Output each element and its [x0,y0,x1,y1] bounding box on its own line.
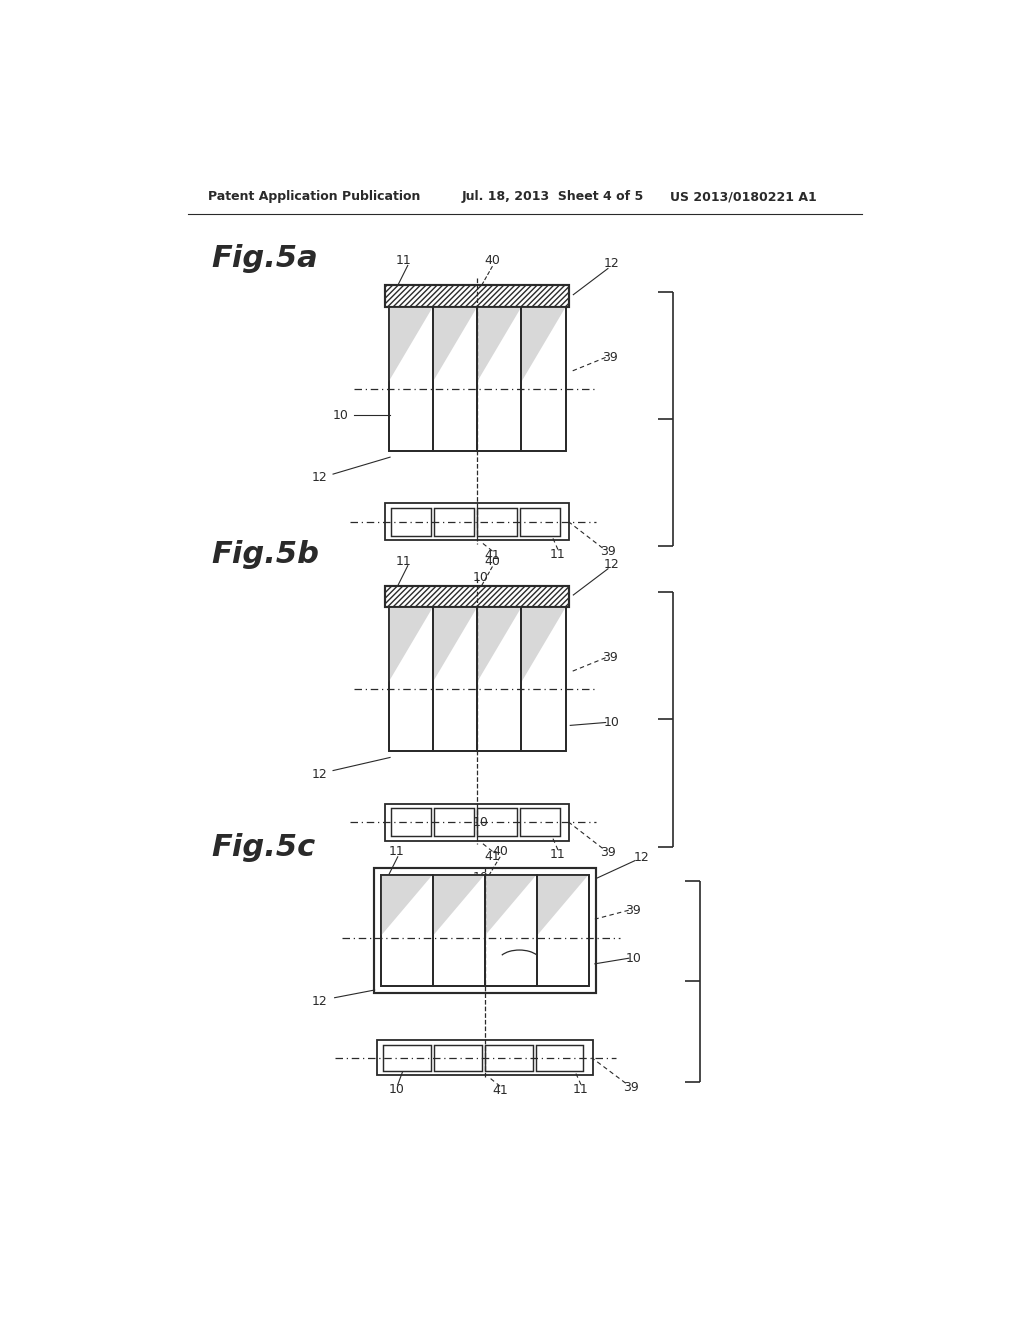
Polygon shape [477,607,521,682]
Bar [388,607,433,751]
Bar [520,808,560,836]
Bar [477,607,521,751]
Bar [434,508,474,536]
Bar [484,1044,532,1071]
Text: 39: 39 [626,904,641,916]
Bar [385,804,569,841]
Text: 39: 39 [624,1081,639,1093]
Bar [388,308,433,451]
Bar [537,875,589,986]
Text: 11: 11 [388,845,404,858]
Polygon shape [388,607,433,682]
Text: 11: 11 [396,255,412,268]
Text: 41: 41 [484,850,501,862]
Bar [521,607,565,751]
Text: 11: 11 [550,548,566,561]
Bar [391,508,431,536]
Text: Fig.5a: Fig.5a [211,244,318,273]
Bar [381,875,433,986]
Bar [521,607,565,751]
Text: Fig.5c: Fig.5c [211,833,315,862]
Bar [521,308,565,451]
Polygon shape [388,308,433,381]
Text: 12: 12 [604,257,620,271]
Polygon shape [521,308,565,381]
Text: US 2013/0180221 A1: US 2013/0180221 A1 [670,190,816,203]
Text: 10: 10 [626,952,641,965]
Bar [477,308,521,451]
Bar [388,607,433,751]
Text: 11: 11 [550,847,566,861]
Text: 41: 41 [493,1084,508,1097]
Polygon shape [521,607,565,682]
Bar [484,875,537,986]
Bar [537,875,589,986]
Polygon shape [537,875,589,936]
Text: 10: 10 [473,871,488,884]
Bar [434,1044,481,1071]
Bar [374,867,596,993]
Bar [385,586,568,607]
Text: 40: 40 [484,554,501,568]
Text: 12: 12 [633,851,649,865]
Bar [383,1044,431,1071]
Text: 39: 39 [602,651,618,664]
Polygon shape [433,607,477,682]
Text: 39: 39 [600,846,615,859]
Bar [477,808,517,836]
Text: Fig.5b: Fig.5b [211,540,319,569]
Text: 12: 12 [311,471,327,484]
Bar [477,508,517,536]
Text: 11: 11 [396,554,412,568]
Bar [477,607,521,751]
Bar [377,1040,593,1076]
Bar [391,808,431,836]
Text: 10: 10 [604,715,620,729]
Text: 41: 41 [484,549,501,562]
Bar [434,808,474,836]
Polygon shape [484,875,537,936]
Text: 10: 10 [333,408,349,421]
Bar [536,1044,584,1071]
Text: Jul. 18, 2013  Sheet 4 of 5: Jul. 18, 2013 Sheet 4 of 5 [462,190,644,203]
Bar [385,285,568,308]
Text: 11: 11 [573,1082,589,1096]
Bar [385,503,569,540]
Text: 39: 39 [600,545,615,558]
Text: 10: 10 [473,816,488,829]
Bar [433,308,477,451]
Text: 12: 12 [311,995,327,1008]
Text: 12: 12 [604,557,620,570]
Bar [477,308,521,451]
Bar [381,875,433,986]
Bar [484,875,537,986]
Text: Patent Application Publication: Patent Application Publication [208,190,420,203]
Polygon shape [433,308,477,381]
Text: 12: 12 [311,768,327,781]
Polygon shape [433,875,484,936]
Bar [433,607,477,751]
Bar [433,875,484,986]
Text: 10: 10 [473,570,488,583]
Bar [433,308,477,451]
Text: 10: 10 [388,1082,404,1096]
Polygon shape [477,308,521,381]
Bar [520,508,560,536]
Text: 40: 40 [493,845,508,858]
Bar [521,308,565,451]
Bar [388,308,433,451]
Text: 39: 39 [602,351,618,364]
Bar [433,875,484,986]
Text: 40: 40 [484,255,501,268]
Polygon shape [381,875,433,936]
Bar [433,607,477,751]
